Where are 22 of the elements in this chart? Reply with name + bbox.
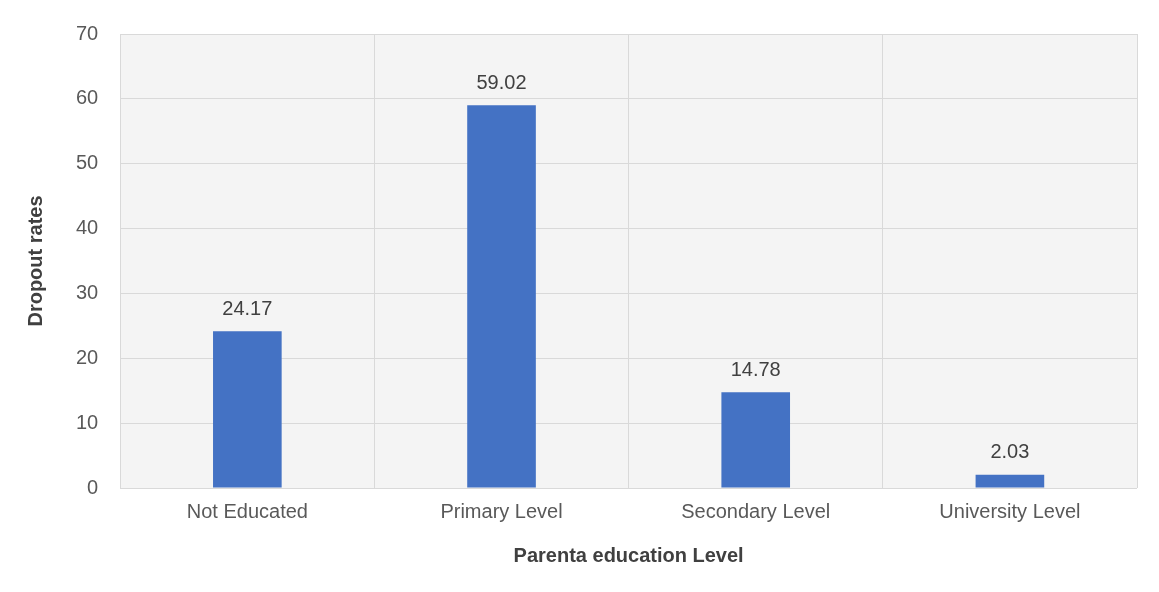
bar [213,331,282,488]
y-tick-label: 50 [76,151,99,174]
data-label: 24.17 [222,296,273,319]
y-tick-label: 20 [76,345,99,368]
y-tick-label: 0 [87,475,99,498]
x-axis-title: Parenta education Level [513,543,744,566]
data-label: 59.02 [476,70,527,93]
y-tick-label: 30 [76,280,99,303]
y-tick-label: 10 [76,410,99,433]
x-tick-label: Primary Level [440,499,563,522]
y-tick-label: 60 [76,86,99,109]
x-tick-label: University Level [939,499,1081,522]
bar [975,474,1045,488]
y-tick-label: 70 [76,21,99,44]
bar [467,105,536,488]
y-axis-title: Dropout rates [23,195,46,327]
data-label: 2.03 [990,440,1030,463]
x-tick-label: Secondary Level [681,499,831,522]
x-tick-label: Not Educated [186,499,308,522]
y-tick-label: 40 [76,216,99,239]
bar [721,392,791,488]
data-label: 14.78 [730,357,781,380]
